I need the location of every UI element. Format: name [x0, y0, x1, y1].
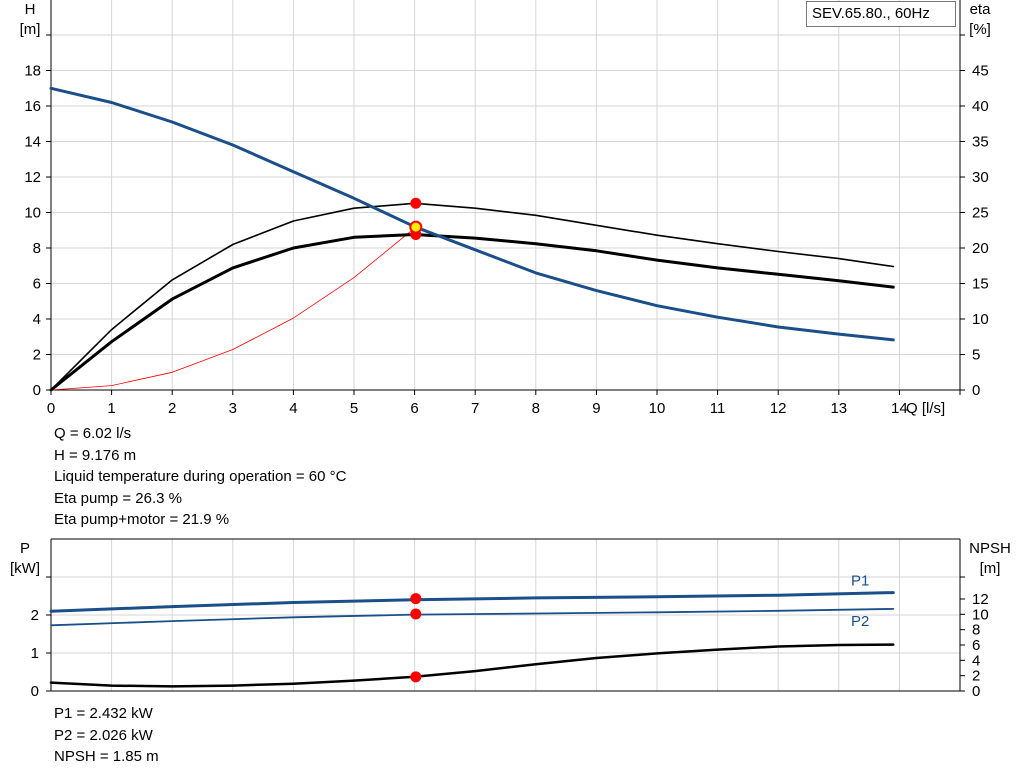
info-p1: P1 = 2.432 kW: [54, 705, 153, 722]
series-eta-pump-motor: [49, 233, 895, 392]
y-tick-label-right: 6: [972, 637, 980, 654]
y-axis-label-left: H: [25, 1, 36, 18]
power-info: P1 = 2.432 kW P2 = 2.026 kW NPSH = 1.85 …: [54, 703, 159, 768]
operating-point-marker: [409, 220, 423, 234]
info-q: Q = 6.02 l/s: [54, 425, 132, 442]
y-tick-label-right: 45: [972, 63, 989, 80]
series-eta-pump: [50, 202, 895, 391]
y-tick-label-right: 0: [972, 683, 980, 700]
info-liquid-temperature: Liquid temperature during operation = 60…: [54, 468, 347, 485]
x-tick-label: 6: [410, 400, 418, 417]
info-p2: P2 = 2.026 kW: [54, 726, 153, 744]
y-tick-label-right: 8: [972, 622, 980, 639]
x-tick-label: 5: [350, 400, 358, 417]
x-axis-label: Q [l/s]: [906, 400, 945, 417]
y-tick-label-right: 10: [972, 606, 989, 623]
curve-point-marker: [410, 671, 422, 683]
y-tick-label-right: 35: [972, 134, 989, 151]
y-axis-label-left: P: [20, 540, 30, 557]
y-axis-unit-right: [%]: [969, 21, 991, 38]
y-tick-label-left: 4: [33, 311, 41, 328]
y-tick-label-right: 25: [972, 205, 989, 222]
y-tick-label-right: 4: [972, 652, 980, 669]
info-eta-pump-motor: Eta pump+motor = 21.9 %: [54, 511, 230, 528]
y-axis-label-right: NPSH: [969, 540, 1011, 557]
x-tick-label: 4: [289, 400, 297, 417]
y-tick-label-right: 30: [972, 169, 989, 186]
x-tick-label: 12: [770, 400, 787, 417]
x-tick-label: 2: [168, 400, 176, 417]
y-tick-label-left: 18: [24, 63, 41, 80]
pump-model-legend: SEV.65.80., 60Hz: [806, 1, 956, 27]
y-tick-label-left: 1: [31, 645, 39, 662]
x-tick-label: 0: [47, 400, 55, 417]
y-axis-unit-left: [m]: [20, 21, 41, 38]
y-tick-label-right: 20: [972, 240, 989, 257]
x-tick-label: 7: [471, 400, 479, 417]
series-p2: [50, 608, 895, 627]
y-axis-unit-left: [kW]: [10, 560, 40, 577]
y-tick-label-right: 5: [972, 347, 980, 364]
series-label-p2: P2: [851, 613, 869, 630]
x-tick-label: 13: [830, 400, 847, 417]
x-tick-label: 9: [592, 400, 600, 417]
series-label-p1: P1: [851, 573, 869, 590]
curve-point-marker: [410, 593, 422, 605]
x-tick-label: 1: [107, 400, 115, 417]
series-npsh: [49, 643, 895, 688]
y-tick-label-right: 40: [972, 98, 989, 115]
y-tick-label-right: 2: [972, 668, 980, 685]
y-tick-label-left: 12: [24, 169, 41, 186]
y-tick-label-left: 16: [24, 98, 41, 115]
y-tick-label-left: 0: [31, 683, 39, 700]
y-axis-label-right: eta: [970, 1, 992, 18]
curve-point-marker: [410, 197, 422, 209]
pump-model-label: SEV.65.80., 60Hz: [812, 5, 930, 22]
info-npsh: NPSH = 1.85 m: [54, 748, 159, 765]
upper-chart-h-eta: 0 1 2 3 4 5 6 7 8 9 10 11 12 13 14Q [l/s]0246810121416…: [20, 0, 992, 417]
x-tick-label: 11: [710, 400, 726, 417]
info-eta-pump: Eta pump = 26.3 %: [54, 489, 182, 507]
series-H: [49, 86, 895, 342]
y-tick-label-left: 14: [24, 134, 41, 151]
series-system: [50, 226, 417, 391]
series-p1: [49, 591, 895, 613]
y-tick-label-right: 10: [972, 311, 989, 328]
x-tick-label: 10: [649, 400, 666, 417]
y-tick-label-left: 8: [33, 240, 41, 257]
y-tick-label-left: 0: [33, 382, 41, 399]
y-tick-label-left: 10: [24, 205, 41, 222]
x-tick-label: 8: [532, 400, 540, 417]
x-tick-label: 14: [891, 400, 908, 417]
info-h: H = 9.176 m: [54, 446, 137, 464]
y-tick-label-left: 6: [33, 276, 41, 293]
y-tick-label-right: 12: [972, 591, 989, 608]
y-tick-label-right: 15: [972, 276, 989, 293]
y-tick-label-left: 2: [31, 607, 39, 624]
y-tick-label-left: 2: [33, 347, 41, 364]
curve-point-marker: [410, 608, 422, 620]
x-tick-label: 3: [229, 400, 237, 417]
y-tick-label-right: 0: [972, 382, 980, 399]
y-axis-unit-right: [m]: [980, 560, 1001, 577]
operating-point-info: Q = 6.02 l/s H = 9.176 m Liquid temperat…: [54, 423, 346, 531]
